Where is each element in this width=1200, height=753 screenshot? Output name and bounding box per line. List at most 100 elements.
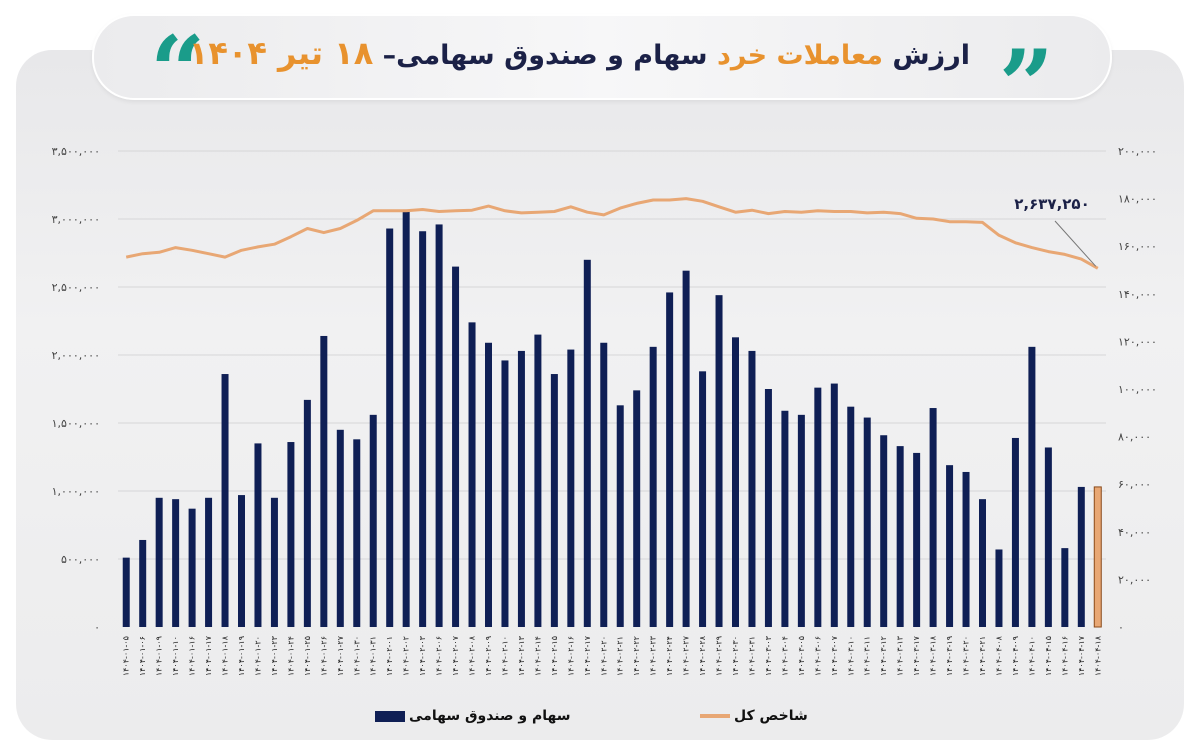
bar [567,349,575,627]
bar [534,334,542,627]
bar [386,228,394,627]
bar [485,342,492,627]
right-axis-tick: ۸۰,۰۰۰ [1118,431,1151,444]
bar [353,439,361,627]
bar [205,497,213,627]
bar [270,497,278,627]
x-axis-label: ۱۴۰۴-۰۲-۱۳ [517,635,526,676]
x-axis-label: ۱۴۰۴-۰۱-۰۹ [155,636,164,676]
title-date: ۱۸ تیر ۱۴۰۴ [188,34,374,72]
x-axis-label: ۱۴۰۴-۰۴-۱۶ [1060,636,1069,676]
x-axis-label: ۱۴۰۴-۰۴-۱۸ [1093,635,1102,676]
x-axis-label: ۱۴۰۴-۰۲-۳۰ [731,636,740,676]
left-axis-tick: ۲,۵۰۰,۰۰۰ [52,281,100,294]
bar [501,360,509,627]
x-axis-labels: ۱۴۰۴-۰۱-۰۵ ۱۴۰۴-۰۱-۰۶ ۱۴۰۴-۰۱-۰۹ ۱۴۰۴-۰۱-۱۰… [122,635,1103,676]
bar [880,435,888,627]
bar [962,471,970,627]
x-axis-label: ۱۴۰۴-۰۱-۱۶ [188,636,197,676]
bar [649,346,657,627]
right-y-axis: ۰ ۲۰,۰۰۰ ۴۰,۰۰۰ ۶۰,۰۰۰ ۸۰,۰۰۰ ۱۰۰,۰۰۰ ۱۲۰,۰۰۰ ۱… [1118,145,1157,634]
bar [287,442,295,627]
x-axis-label: ۱۴۰۴-۰۲-۲۳ [649,635,658,676]
bar [979,499,986,627]
bar [468,322,476,627]
bar [1061,548,1069,627]
bar [830,383,838,627]
x-axis-label: ۱۴۰۴-۰۲-۰۲ [402,636,411,676]
left-axis-tick: ۱,۵۰۰,۰۰۰ [52,417,100,430]
title-part-2: معاملات خرد [717,40,883,71]
left-axis-tick: ۳,۰۰۰,۰۰۰ [52,213,100,226]
bar [238,495,245,627]
left-axis-tick: ۲,۰۰۰,۰۰۰ [52,349,100,362]
bar [666,292,674,627]
right-axis-tick: ۱۰۰,۰۰۰ [1118,383,1157,396]
x-axis-label: ۱۴۰۴-۰۱-۱۷ [204,635,213,676]
bar [188,508,196,627]
legend-bar-swatch [375,710,405,722]
right-axis-tick: ۱۶۰,۰۰۰ [1118,240,1157,253]
legend-bars: سهام و صندوق سهامی [375,708,571,724]
x-axis-label: ۱۴۰۴-۰۲-۰۷ [451,635,460,676]
page-title: ارزش معاملات خرد سهام و صندوق سهامی– ۱۸ … [189,34,970,72]
bar [320,335,328,627]
x-axis-label: ۱۴۰۴-۰۳-۰۶ [813,636,822,676]
x-axis-label: ۱۴۰۴-۰۲-۲۱ [616,636,625,676]
bar [122,557,130,627]
x-axis-label: ۱۴۰۴-۰۱-۳۰ [352,636,361,676]
x-axis-label: ۱۴۰۴-۰۱-۰۶ [138,636,147,676]
x-axis-label: ۱۴۰۴-۰۳-۱۸ [929,635,938,676]
bar [155,497,163,627]
bar [814,387,822,627]
bar [172,499,180,627]
x-axis-label: ۱۴۰۴-۰۱-۲۴ [286,636,295,676]
bar [303,399,311,627]
x-axis-label: ۱۴۰۴-۰۲-۲۸ [698,635,707,676]
x-axis-label: ۱۴۰۴-۰۱-۰۵ [122,636,131,676]
bar [402,209,410,628]
left-y-axis: ۰ ۵۰۰,۰۰۰ ۱,۰۰۰,۰۰۰ ۱,۵۰۰,۰۰۰ ۲,۰۰۰,۰۰۰ ۲,۵۰۰… [52,145,100,634]
x-axis-label: ۱۴۰۴-۰۲-۲۴ [665,636,674,676]
x-axis-label: ۱۴۰۴-۰۲-۰۱ [385,636,394,676]
legend-line-swatch [700,714,730,718]
right-axis-tick: ۱۴۰,۰۰۰ [1118,288,1157,301]
right-axis-tick: ۲۰,۰۰۰ [1118,573,1151,586]
legend-line-label: شاخص کل [734,708,808,724]
x-axis-label: ۱۴۰۴-۰۲-۲۷ [682,635,691,676]
index-line [125,197,1099,270]
x-axis-label: ۱۴۰۴-۰۱-۲۳ [270,635,279,676]
x-axis-label: ۱۴۰۴-۰۲-۰۹ [484,636,493,676]
x-axis-label: ۱۴۰۴-۰۳-۲۱ [978,636,987,676]
bar [139,539,147,627]
x-axis-label: ۱۴۰۴-۰۱-۲۵ [303,636,312,676]
bar [896,446,904,627]
bar [583,259,591,627]
x-axis-label: ۱۴۰۴-۰۴-۱۵ [1044,636,1053,676]
x-axis-label: ۱۴۰۴-۰۴-۱۷ [1077,635,1086,676]
bar [929,408,937,627]
bar [715,295,723,627]
bar [435,224,443,627]
left-axis-tick: ۵۰۰,۰۰۰ [61,553,100,566]
x-axis-label: ۱۴۰۴-۰۱-۱۹ [237,636,246,676]
x-axis-label: ۱۴۰۴-۰۱-۳۱ [369,636,378,676]
bar [699,371,707,627]
left-axis-tick: ۰ [94,621,100,634]
bar [550,374,558,627]
x-axis-label: ۱۴۰۴-۰۲-۱۴ [533,636,542,676]
x-axis-label: ۱۴۰۴-۰۳-۱۹ [945,636,954,676]
x-axis-label: ۱۴۰۴-۰۳-۰۴ [780,636,789,676]
x-axis-label: ۱۴۰۴-۰۱-۲۰ [253,636,262,676]
left-axis-tick: ۱,۰۰۰,۰۰۰ [52,485,100,498]
right-axis-tick: ۲۰۰,۰۰۰ [1118,145,1157,158]
x-axis-label: ۱۴۰۴-۰۳-۱۳ [896,635,905,676]
legend-line: شاخص کل [700,708,808,724]
right-axis-tick: ۱۸۰,۰۰۰ [1118,193,1157,206]
bar [847,406,855,627]
bar [682,270,690,627]
bar [1044,447,1052,627]
left-axis-tick: ۳,۵۰۰,۰۰۰ [52,145,100,158]
x-axis-label: ۱۴۰۴-۰۱-۲۷ [336,635,345,676]
